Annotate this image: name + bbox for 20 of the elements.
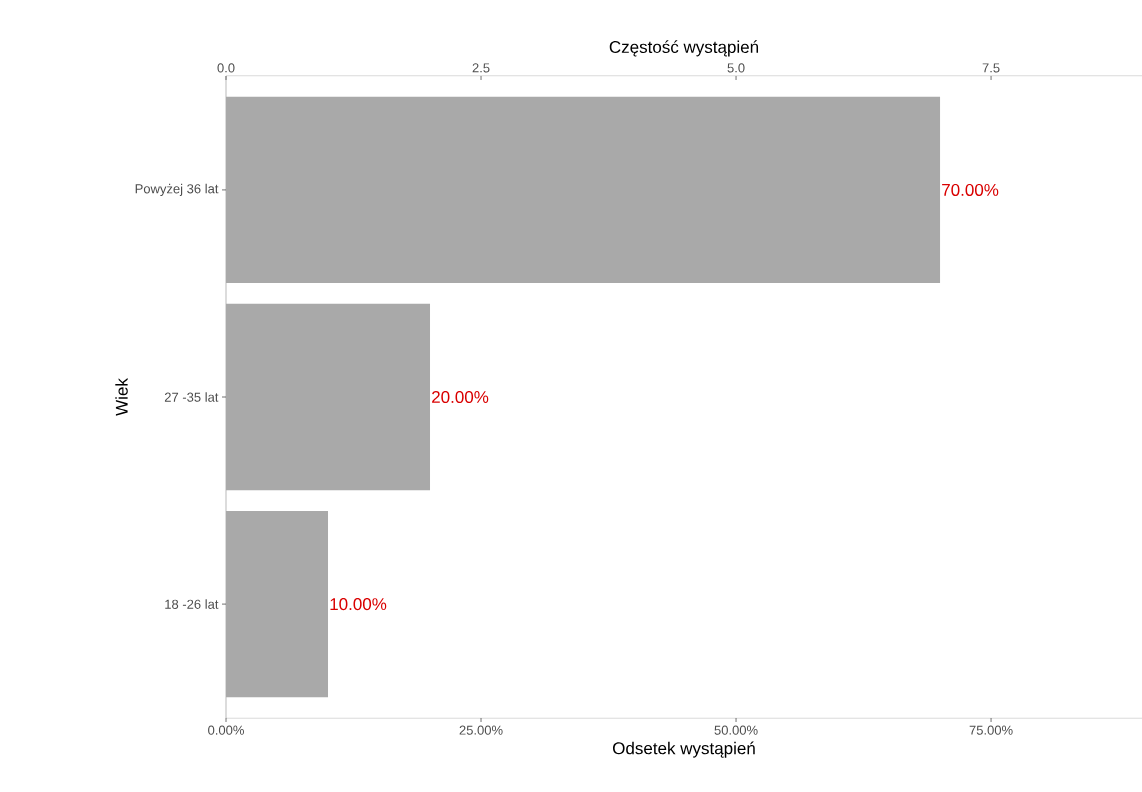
x-tick-label: 25.00% (459, 725, 503, 735)
x2-tick-label: 0.0 (217, 63, 235, 73)
data-label: 20.00% (432, 390, 489, 404)
y-tick-label: Powyżej 36 lat (135, 183, 219, 196)
x2-tick-label: 2.5 (472, 63, 490, 73)
bar (226, 510, 329, 698)
bar (226, 303, 431, 491)
data-label: 70.00% (942, 183, 999, 196)
x2-tick-label: 5.0 (727, 63, 745, 73)
x-axis-title: Odsetek wystąpień (613, 741, 755, 758)
x-tick-label: 50.00% (714, 725, 758, 735)
bar (226, 96, 941, 284)
x2-axis-title: Częstość wystąpień (609, 40, 759, 57)
y-tick-label: 18 -26 lat (165, 599, 219, 609)
y-axis-title: Wiek (115, 378, 128, 416)
y-tick-label: 27 -35 lat (164, 392, 219, 402)
data-label: 10.00% (330, 598, 387, 611)
x2-tick-label: 7.5 (982, 63, 1000, 73)
x-tick-label: 75.00% (969, 725, 1013, 735)
x-tick-label: 0.00% (208, 725, 244, 735)
